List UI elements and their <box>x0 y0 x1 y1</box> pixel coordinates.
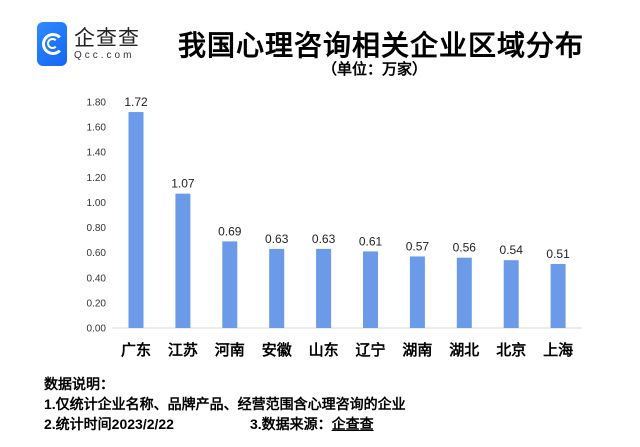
data-label: 0.54 <box>500 243 524 257</box>
x-tick-label: 山东 <box>309 341 339 359</box>
x-tick-label: 江苏 <box>168 341 198 359</box>
bar <box>128 112 144 329</box>
bar <box>503 260 519 328</box>
x-tick-label: 北京 <box>496 341 526 359</box>
notes-line-1: 1.仅统计企业名称、品牌产品、经营范围含心理咨询的企业 <box>44 396 406 412</box>
data-label: 0.57 <box>406 239 430 253</box>
y-tick-label: 1.00 <box>87 198 107 209</box>
data-label: 1.07 <box>171 177 195 191</box>
data-label: 0.56 <box>453 241 477 255</box>
x-tick-label: 安徽 <box>262 341 293 359</box>
bar <box>222 241 238 328</box>
y-tick-label: 1.60 <box>87 123 107 134</box>
data-label: 1.72 <box>124 95 148 109</box>
notes-source-name: 企查查 <box>331 416 374 432</box>
y-tick-label: 0.40 <box>87 273 107 284</box>
data-label: 0.51 <box>546 247 570 261</box>
bar <box>550 263 566 328</box>
notes-heading: 数据说明： <box>44 376 114 392</box>
notes-line-2: 2.统计时间2023/2/22 <box>44 416 174 432</box>
y-tick-label: 0.00 <box>87 324 107 335</box>
qcc-logo-icon <box>37 22 67 66</box>
bar <box>269 248 285 328</box>
x-tick-label: 河南 <box>215 341 245 359</box>
chart-subtitle: （单位：万家） <box>322 61 428 78</box>
bar <box>316 248 332 328</box>
bar <box>175 193 191 328</box>
data-label: 0.63 <box>265 232 289 246</box>
data-label: 0.61 <box>359 234 383 248</box>
bar <box>363 251 378 328</box>
bar <box>409 256 425 328</box>
x-tick-label: 广东 <box>121 341 151 359</box>
logo-domain: Qcc.com <box>74 49 135 61</box>
chart-title: 我国心理咨询相关企业区域分布 <box>178 30 585 61</box>
logo-name: 企查查 <box>74 26 140 50</box>
x-tick-label: 上海 <box>543 341 573 359</box>
y-tick-label: 1.40 <box>87 148 107 159</box>
qcc-logo: 企查查 Qcc.com <box>37 22 140 66</box>
y-tick-label: 0.60 <box>87 248 107 259</box>
x-tick-label: 辽宁 <box>355 341 385 359</box>
notes-source-label: 3.数据来源： <box>249 416 332 432</box>
x-tick-label: 湖南 <box>402 341 432 359</box>
y-tick-label: 0.80 <box>87 223 107 234</box>
y-tick-label: 1.80 <box>87 98 107 109</box>
y-tick-label: 0.20 <box>87 298 107 309</box>
data-label: 0.63 <box>312 232 336 246</box>
y-tick-label: 1.20 <box>87 173 107 184</box>
bar <box>456 257 472 328</box>
data-label: 0.69 <box>218 224 242 238</box>
x-tick-label: 湖北 <box>449 342 479 359</box>
data-notes: 数据说明： 1.仅统计企业名称、品牌产品、经营范围含心理咨询的企业 2.统计时间… <box>44 374 406 434</box>
